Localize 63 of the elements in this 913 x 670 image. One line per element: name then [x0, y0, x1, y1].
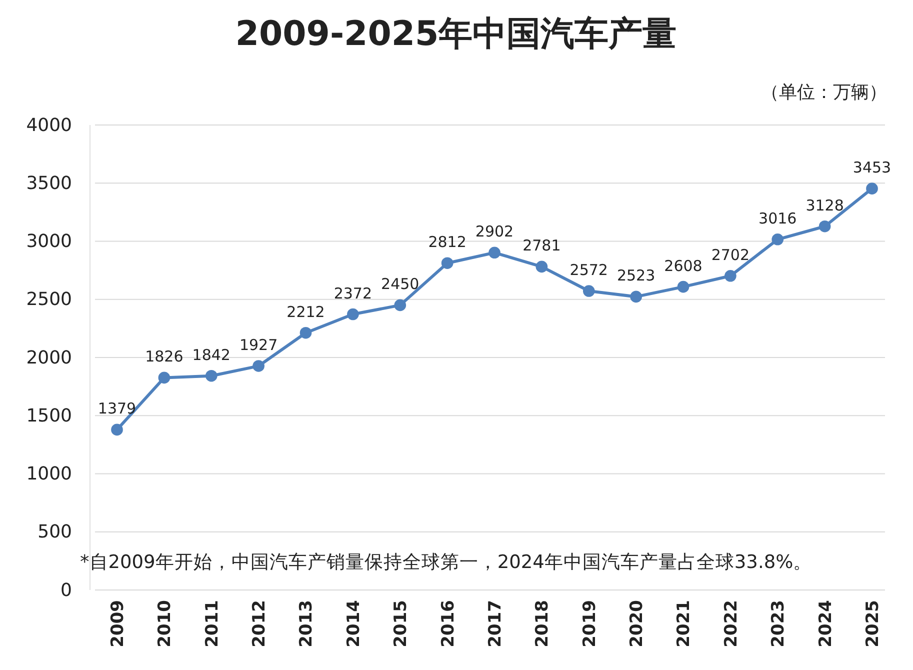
x-tick-label: 2010 — [155, 600, 176, 648]
chart-title: 2009-2025年中国汽车产量 — [235, 14, 677, 54]
data-label: 2781 — [522, 236, 561, 255]
annotation: *自2009年开始，中国汽车产销量保持全球第一，2024年中国汽车产量占全球33.8%。 — [80, 552, 812, 573]
point — [488, 246, 500, 259]
data-label: 2523 — [616, 266, 656, 285]
data-label: 2212 — [286, 302, 325, 321]
x-tick-label: 2011 — [202, 600, 222, 648]
x-tick-label: 2013 — [296, 600, 317, 648]
data-label: 2812 — [428, 233, 466, 252]
point — [158, 372, 170, 384]
point — [772, 233, 784, 246]
point — [347, 308, 359, 320]
y-tick-label: 1500 — [26, 405, 72, 426]
x-tick-label: 2023 — [768, 600, 789, 648]
data-label: 1379 — [98, 400, 136, 418]
data-label: 3128 — [806, 196, 844, 214]
x-tick-label: 2024 — [816, 600, 836, 648]
y-tick-label: 500 — [38, 522, 72, 543]
x-tick-label: 2019 — [580, 600, 600, 648]
x-tick-label: 2015 — [391, 600, 412, 648]
y-tick-label: 1000 — [26, 464, 72, 485]
data-label: 2902 — [475, 222, 514, 241]
x-tick-label: 2021 — [674, 600, 694, 648]
x-tick-label: 2020 — [627, 600, 648, 648]
point — [536, 260, 548, 273]
point — [300, 326, 312, 339]
y-tick-label: 2500 — [26, 289, 72, 310]
point — [441, 257, 454, 270]
point — [394, 299, 406, 312]
y-tick-label: 2000 — [26, 347, 72, 368]
point — [866, 182, 878, 194]
y-axis-title: （单位：万辆） — [761, 82, 887, 103]
y-tick-label: 3500 — [26, 172, 72, 194]
x-tick-label: 2012 — [250, 600, 270, 648]
data-label: 3453 — [852, 158, 892, 177]
point — [582, 285, 595, 297]
point — [677, 280, 690, 293]
point — [724, 270, 736, 282]
point — [818, 220, 831, 232]
y-tick-label: 0 — [60, 580, 72, 601]
x-tick-label: 2017 — [485, 600, 506, 648]
point — [111, 424, 123, 436]
data-label: 2702 — [711, 246, 750, 264]
x-tick-label: 2016 — [438, 600, 458, 648]
point — [252, 360, 264, 372]
data-label: 2608 — [664, 256, 702, 275]
x-tick-label: 2025 — [862, 600, 883, 648]
x-tick-label: 2009 — [108, 600, 128, 648]
data-label: 2572 — [570, 261, 608, 280]
y-tick-label: 4000 — [26, 114, 72, 136]
point — [205, 370, 218, 382]
y-tick-label: 3000 — [26, 231, 72, 252]
data-label: 1842 — [192, 346, 230, 364]
point — [630, 290, 642, 303]
data-label: 2450 — [381, 275, 420, 294]
data-label: 2372 — [334, 284, 372, 302]
x-tick-label: 2014 — [344, 600, 364, 648]
x-tick-label: 2018 — [532, 600, 553, 648]
data-label: 1927 — [239, 336, 278, 354]
data-label: 1826 — [145, 348, 184, 366]
data-label: 3016 — [758, 209, 797, 228]
x-tick-label: 2022 — [721, 600, 742, 648]
